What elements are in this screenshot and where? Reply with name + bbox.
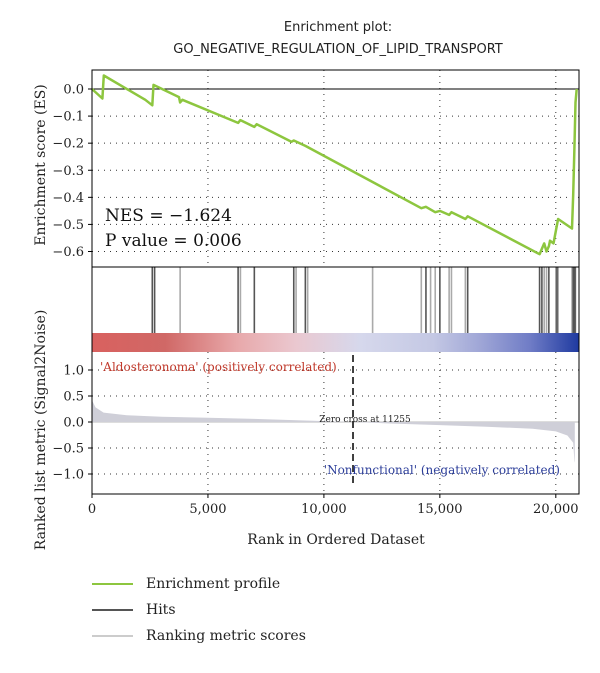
chart-subtitle: GO_NEGATIVE_REGULATION_OF_LIPID_TRANSPOR… [173, 42, 503, 57]
legend-label: Hits [146, 602, 176, 618]
metric-y-axis: 1.0 0.5 0.0 −0.5 −1.0 [52, 364, 92, 483]
es-y-axis: 0.0 −0.1 −0.2 −0.3 −0.4 −0.5 −0.6 [52, 83, 92, 260]
x-axis-label: Rank in Ordered Dataset [247, 532, 425, 548]
es-y-tick-label: −0.4 [52, 191, 84, 206]
x-tick-label: 15,000 [417, 502, 463, 517]
x-tick-label: 20,000 [533, 502, 579, 517]
es-y-tick-label: −0.3 [52, 164, 84, 179]
ranking-heatmap-bar [92, 333, 579, 352]
legend-label: Enrichment profile [146, 576, 280, 592]
es-y-tick-label: −0.2 [52, 137, 84, 152]
negative-class-label: 'Nonfunctional' (negatively correlated) [324, 463, 560, 477]
es-y-tick-label: 0.0 [63, 83, 84, 98]
metric-y-tick-label: 1.0 [63, 364, 84, 379]
hits-track [151, 267, 577, 333]
nes-text: NES = −1.624 [105, 206, 232, 226]
legend-label: Ranking metric scores [146, 628, 306, 644]
metric-y-tick-label: 0.5 [63, 390, 84, 405]
pvalue-text: P value = 0.006 [105, 231, 242, 251]
es-y-tick-label: −0.1 [52, 110, 84, 125]
es-y-tick-label: −0.6 [52, 245, 84, 260]
positive-class-label: 'Aldosteronoma' (positively correlated) [100, 360, 337, 374]
x-tick-label: 5,000 [189, 502, 226, 517]
ranking-metric-area [92, 400, 575, 463]
chart-title: Enrichment plot: [284, 20, 392, 35]
enrichment-profile-line [91, 74, 578, 256]
x-tick-label: 0 [88, 502, 96, 517]
metric-y-axis-label: Ranked list metric (Signal2Noise) [33, 310, 49, 551]
es-y-tick-label: −0.5 [52, 218, 84, 233]
zero-cross-text: Zero cross at 11255 [319, 415, 411, 425]
metric-y-tick-label: −0.5 [52, 442, 84, 457]
metric-panel-frame [91, 266, 580, 495]
x-axis: 0 5,000 10,000 15,000 20,000 [88, 494, 579, 517]
legend: Enrichment profile Hits Ranking metric sco… [92, 576, 306, 644]
metric-y-tick-label: −1.0 [52, 468, 84, 483]
metric-y-tick-label: 0.0 [63, 416, 84, 431]
es-y-axis-label: Enrichment score (ES) [33, 84, 49, 246]
x-tick-label: 10,000 [301, 502, 347, 517]
